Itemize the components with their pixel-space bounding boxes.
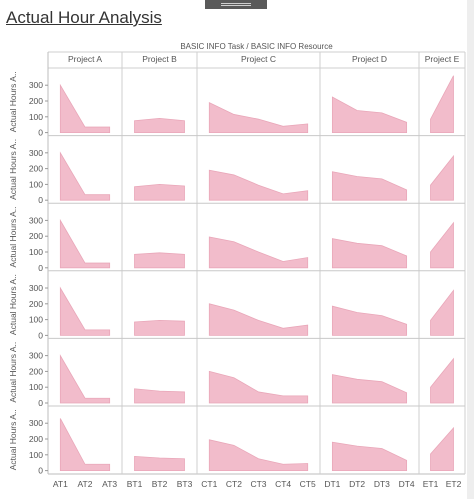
area-series: [208, 101, 309, 133]
area-series: [134, 455, 185, 471]
scrollbar[interactable]: [467, 0, 474, 499]
x-tick-label: BT1: [127, 479, 143, 489]
page-title: Actual Hour Analysis: [6, 8, 162, 27]
area-series: [430, 75, 454, 133]
y-axis-label: Actual Hours A..: [8, 342, 18, 403]
x-tick-label: BT2: [152, 479, 168, 489]
area-series: [331, 305, 408, 336]
y-axis-label: Actual Hours A..: [8, 139, 18, 200]
y-tick-label: 300: [29, 351, 43, 361]
area-marks: [59, 75, 454, 471]
area-series: [430, 357, 454, 404]
x-tick-label: AT2: [78, 479, 93, 489]
area-series: [331, 374, 408, 404]
area-series: [59, 218, 111, 269]
project-header: Project E: [425, 54, 460, 64]
area-series: [430, 154, 454, 201]
x-tick-label: AT1: [53, 479, 68, 489]
y-tick-label: 100: [29, 112, 43, 122]
y-axis-label: Actual Hours A..: [8, 274, 18, 335]
area-series: [59, 286, 111, 336]
grid-lines: [45, 51, 466, 475]
y-axis-label: Actual Hours A..: [8, 409, 18, 470]
area-series: [208, 236, 309, 269]
x-tick-label: DT4: [399, 479, 415, 489]
drag-handle-icon[interactable]: [205, 0, 267, 9]
area-series: [331, 441, 408, 471]
chart-header: BASIC INFO Task / BASIC INFO Resource: [180, 42, 333, 51]
area-series: [134, 388, 185, 404]
x-tick-label: CT3: [250, 479, 266, 489]
y-axis-label: Actual Hours A..: [8, 71, 18, 132]
area-series: [208, 169, 309, 201]
area-series: [430, 221, 454, 269]
area-series: [134, 252, 185, 269]
project-header: Project D: [352, 54, 387, 64]
x-tick-label: CT5: [300, 479, 316, 489]
area-series: [430, 426, 454, 471]
project-header: Project A: [68, 54, 102, 64]
y-tick-label: 100: [29, 179, 43, 189]
y-tick-label: 0: [38, 330, 43, 340]
x-tick-label: CT4: [275, 479, 291, 489]
y-tick-label: 300: [29, 283, 43, 293]
x-tick-label: DT1: [324, 479, 340, 489]
area-series: [331, 238, 408, 269]
x-tick-label: ET2: [446, 479, 462, 489]
area-series: [59, 418, 111, 471]
y-tick-label: 200: [29, 299, 43, 309]
y-tick-label: 300: [29, 80, 43, 90]
y-tick-label: 200: [29, 164, 43, 174]
y-axis-label: Actual Hours A..: [8, 207, 18, 268]
x-tick-label: ET1: [423, 479, 439, 489]
y-tick-label: 200: [29, 434, 43, 444]
y-tick-label: 100: [29, 247, 43, 257]
x-tick-label: CT1: [201, 479, 217, 489]
y-tick-label: 100: [29, 450, 43, 460]
area-series: [134, 319, 185, 336]
y-tick-label: 200: [29, 366, 43, 376]
x-tick-label: DT2: [349, 479, 365, 489]
project-header: Project C: [241, 54, 276, 64]
y-tick-label: 100: [29, 382, 43, 392]
chart-labels: BASIC INFO Task / BASIC INFO Resource Pr…: [8, 42, 462, 489]
y-tick-label: 0: [38, 195, 43, 205]
area-series: [59, 151, 111, 201]
area-series: [331, 171, 408, 201]
y-tick-label: 0: [38, 398, 43, 408]
x-tick-label: DT3: [374, 479, 390, 489]
area-series: [208, 370, 309, 404]
y-tick-label: 300: [29, 148, 43, 158]
y-tick-label: 0: [38, 128, 43, 138]
y-tick-label: 200: [29, 96, 43, 106]
area-series: [59, 83, 111, 133]
area-series: [331, 96, 408, 133]
y-tick-label: 300: [29, 215, 43, 225]
y-tick-label: 200: [29, 231, 43, 241]
area-series: [59, 354, 111, 404]
y-tick-label: 0: [38, 263, 43, 273]
y-tick-label: 0: [38, 466, 43, 476]
x-tick-label: CT2: [226, 479, 242, 489]
area-series: [208, 439, 309, 471]
area-series: [134, 184, 185, 201]
area-series: [134, 117, 185, 133]
area-series: [430, 289, 454, 336]
area-series: [208, 303, 309, 336]
project-header: Project B: [142, 54, 177, 64]
y-tick-label: 100: [29, 315, 43, 325]
y-tick-label: 300: [29, 418, 43, 428]
x-tick-label: BT3: [177, 479, 193, 489]
x-tick-label: AT3: [102, 479, 117, 489]
